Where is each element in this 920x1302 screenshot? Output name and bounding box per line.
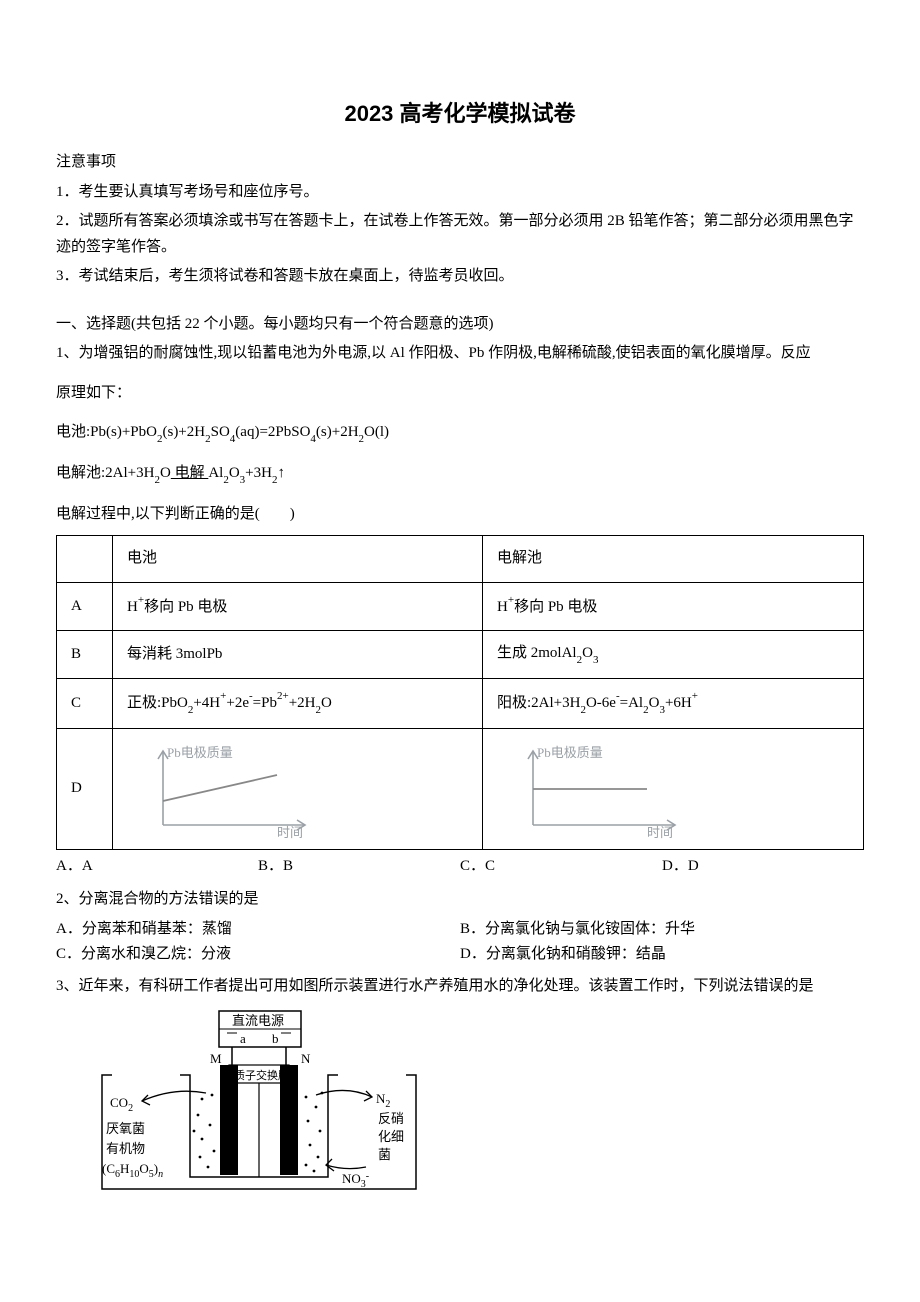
notice-1: 1．考生要认真填写考场号和座位序号。: [56, 180, 864, 206]
table-row-b: B 每消耗 3molPb 生成 2molAl2O3: [57, 631, 864, 679]
q3-diagram: 直流电源 a b M N 质子交换膜: [94, 1007, 864, 1197]
svg-text:菌: 菌: [378, 1147, 391, 1162]
svg-text:b: b: [272, 1031, 279, 1046]
q2-choice-c: C．分离水和溴乙烷：分液: [56, 942, 460, 968]
table-header-row: 电池 电解池: [57, 536, 864, 583]
q1-ask: 电解过程中,以下判断正确的是( ): [56, 502, 864, 528]
svg-text:Pb电极质量: Pb电极质量: [537, 745, 603, 760]
q2-choice-a: A．分离苯和硝基苯：蒸馏: [56, 917, 460, 943]
q1-options-table: 电池 电解池 A H+移向 Pb 电极 H+移向 Pb 电极 B 每消耗 3mo…: [56, 535, 864, 849]
table-row-d: D Pb电极质量 时间 Pb电极质量 时间: [57, 728, 864, 849]
table-row-c: C 正极:PbO2+4H++2e-=Pb2++2H2O 阳极:2Al+3H2O-…: [57, 678, 864, 728]
svg-text:M: M: [210, 1051, 222, 1066]
svg-text:直流电源: 直流电源: [232, 1013, 284, 1028]
q1-equation-battery: 电池:Pb(s)+PbO2(s)+2H2SO4(aq)=2PbSO4(s)+2H…: [56, 420, 864, 447]
choice-a: A．A: [56, 854, 258, 880]
choice-d: D．D: [662, 854, 864, 880]
svg-text:N2: N2: [376, 1091, 390, 1110]
q3-stem: 3、近年来，有科研工作者提出可用如图所示装置进行水产养殖用水的净化处理。该装置工…: [56, 974, 864, 1000]
svg-text:厌氧菌: 厌氧菌: [106, 1121, 145, 1136]
graph-electrolysis-pb-mass: Pb电极质量 时间: [497, 739, 707, 839]
svg-text:NO3-: NO3-: [342, 1171, 369, 1190]
q1-answer-choices: A．A B．B C．C D．D: [56, 854, 864, 880]
q2-choice-d: D．分离氯化钠和硝酸钾：结晶: [460, 942, 864, 968]
svg-text:N: N: [301, 1051, 311, 1066]
q2-stem: 2、分离混合物的方法错误的是: [56, 887, 864, 913]
svg-text:时间: 时间: [647, 825, 673, 839]
choice-b: B．B: [258, 854, 460, 880]
section-1-heading: 一、选择题(共包括 22 个小题。每小题均只有一个符合题意的选项): [56, 312, 864, 338]
svg-text:化细: 化细: [378, 1129, 404, 1144]
svg-text:CO2: CO2: [110, 1095, 133, 1114]
notice-2: 2．试题所有答案必须填涂或书写在答题卡上，在试卷上作答无效。第一部分必须用 2B…: [56, 209, 864, 260]
svg-text:时间: 时间: [277, 825, 303, 839]
notice-3: 3．考试结束后，考生须将试卷和答题卡放在桌面上，待监考员收回。: [56, 264, 864, 290]
q2-choice-b: B．分离氯化钠与氯化铵固体：升华: [460, 917, 864, 943]
q2-choices-row1: A．分离苯和硝基苯：蒸馏 B．分离氯化钠与氯化铵固体：升华: [56, 917, 864, 943]
q1-equation-electrolysis: 电解池:2Al+3H2O 电解 Al2O3+3H2↑: [56, 461, 864, 488]
q2-choices-row2: C．分离水和溴乙烷：分液 D．分离氯化钠和硝酸钾：结晶: [56, 942, 864, 968]
svg-text:Pb电极质量: Pb电极质量: [167, 745, 233, 760]
svg-text:有机物: 有机物: [106, 1141, 145, 1156]
q1-stem-line1: 1、为增强铝的耐腐蚀性,现以铅蓄电池为外电源,以 Al 作阳极、Pb 作阴极,电…: [56, 341, 864, 367]
svg-text:a: a: [240, 1031, 246, 1046]
page-title: 2023 高考化学模拟试卷: [56, 95, 864, 132]
table-row-a: A H+移向 Pb 电极 H+移向 Pb 电极: [57, 582, 864, 631]
notice-heading: 注意事项: [56, 150, 864, 176]
svg-text:反硝: 反硝: [378, 1111, 404, 1126]
choice-c: C．C: [460, 854, 662, 880]
q1-stem-line2: 原理如下：: [56, 381, 864, 407]
svg-text:(C6H10O5)n: (C6H10O5)n: [102, 1161, 163, 1180]
graph-battery-pb-mass: Pb电极质量 时间: [127, 739, 337, 839]
